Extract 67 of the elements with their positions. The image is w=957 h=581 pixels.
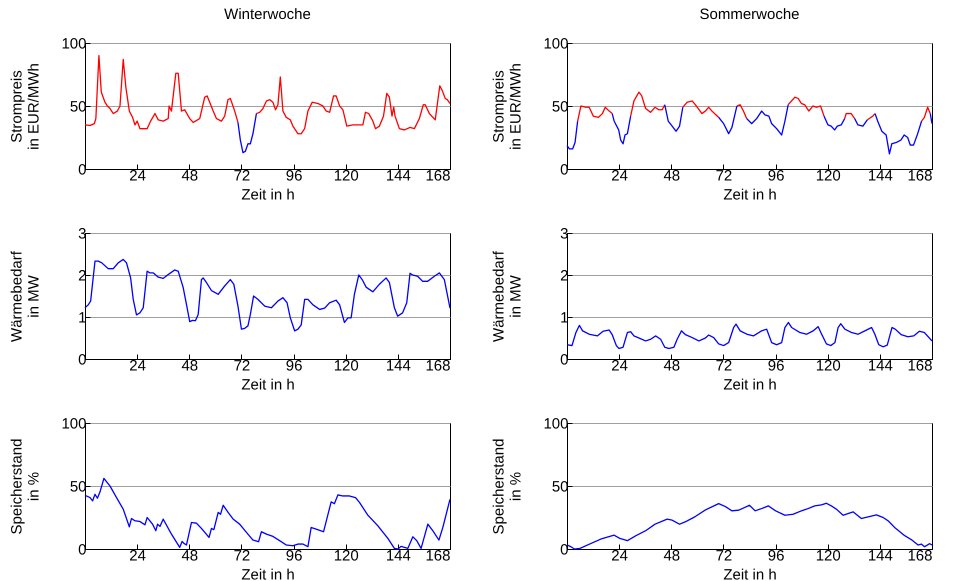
x-tick-label: 48 [181,168,198,184]
x-tick-label: 24 [129,358,146,374]
y-tick-label: 100 [61,36,86,52]
x-tick-label: 168 [907,548,932,564]
y-tick-label: 100 [543,36,568,52]
x-tick-label: 168 [907,168,932,184]
chart-title: Winterwoche [224,6,311,23]
y-axis-title: Strompreis in EUR/MWh [490,63,524,150]
line-series [566,502,933,550]
x-tick-label: 48 [663,548,680,564]
x-tick-label: 24 [611,548,628,564]
x-tick-label: 48 [663,168,680,184]
x-tick-label: 96 [286,548,302,564]
x-tick-label: 120 [816,548,841,564]
x-tick-label: 24 [129,548,146,564]
x-tick-label: 72 [234,358,250,374]
y-axis-title: Speicherstand in % [490,438,524,534]
x-tick-label: 168 [425,548,450,564]
x-tick-label: 120 [334,168,359,184]
x-tick-label: 96 [768,358,784,374]
y-tick-label: 1 [78,310,86,326]
x-tick-label: 48 [663,358,680,374]
x-axis-title: Zeit in h [723,186,777,204]
x-tick-label: 96 [768,168,784,184]
x-tick-label: 168 [425,168,450,184]
x-axis-title: Zeit in h [241,376,295,394]
y-axis-title: Wärmebedarf in MW [8,250,42,342]
x-tick-label: 120 [816,168,841,184]
y-tick-label: 100 [61,416,86,432]
x-tick-label: 72 [234,168,250,184]
x-tick-label: 24 [611,168,628,184]
x-tick-label: 144 [868,168,893,184]
x-tick-label: 48 [181,358,198,374]
x-tick-label: 96 [768,548,784,564]
x-axis-title: Zeit in h [723,376,777,394]
y-tick-label: 1 [560,310,568,326]
x-tick-label: 72 [716,358,732,374]
x-tick-label: 144 [868,548,893,564]
y-tick-label: 100 [543,416,568,432]
x-tick-label: 96 [286,358,302,374]
x-tick-label: 144 [868,358,893,374]
y-axis-title: Wärmebedarf in MW [490,250,524,342]
line-series [84,478,451,550]
x-tick-label: 144 [386,358,411,374]
x-tick-label: 96 [286,168,302,184]
x-tick-label: 24 [611,358,628,374]
x-tick-label: 72 [716,168,732,184]
x-tick-label: 120 [816,358,841,374]
line-series [84,258,451,332]
chart-title: Sommerwoche [699,6,800,23]
x-axis-title: Zeit in h [723,566,777,581]
x-axis-title: Zeit in h [241,186,295,204]
line-series [566,322,933,350]
x-tick-label: 24 [129,168,146,184]
x-tick-label: 120 [334,548,359,564]
y-axis-title: Speicherstand in % [8,438,42,534]
x-tick-label: 48 [181,548,198,564]
x-tick-label: 120 [334,358,359,374]
x-tick-label: 168 [425,358,450,374]
x-tick-label: 144 [386,168,411,184]
x-tick-label: 72 [716,548,732,564]
x-axis-title: Zeit in h [241,566,295,581]
line-series [237,112,258,154]
x-tick-label: 72 [234,548,250,564]
x-tick-label: 168 [907,358,932,374]
x-tick-label: 144 [386,548,411,564]
y-axis-title: Strompreis in EUR/MWh [8,63,42,150]
